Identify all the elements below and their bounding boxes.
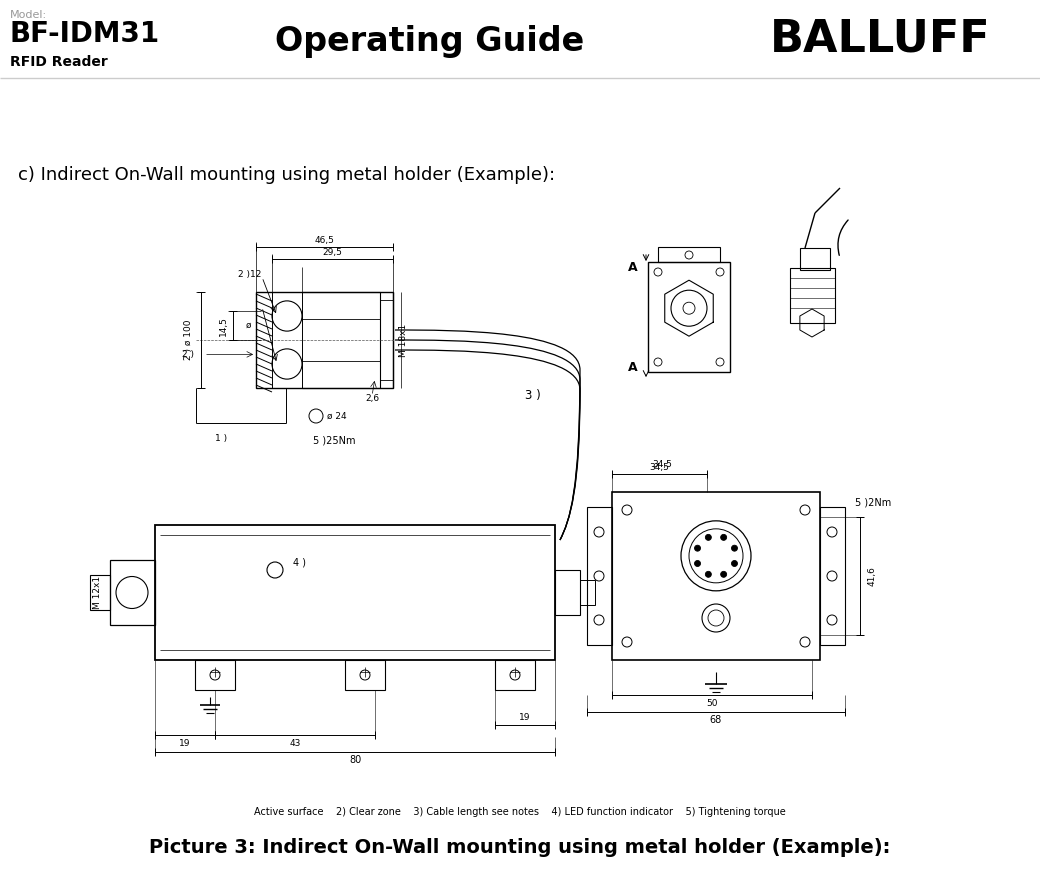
Text: 2,6: 2,6 — [365, 394, 379, 402]
Text: 2 ) ø 100: 2 ) ø 100 — [184, 320, 193, 361]
Bar — [155, 525, 555, 660]
Bar — [110, 560, 155, 625]
Text: 80: 80 — [348, 755, 361, 765]
Bar — [648, 262, 730, 372]
Bar — [580, 580, 595, 605]
Bar — [587, 507, 612, 645]
Bar — [820, 507, 844, 645]
Text: Operating Guide: Operating Guide — [276, 25, 584, 58]
Text: 4 ): 4 ) — [293, 557, 306, 567]
Bar — [658, 247, 720, 262]
Circle shape — [721, 535, 727, 540]
Circle shape — [695, 561, 701, 566]
Bar — [495, 660, 535, 690]
Text: RFID Reader: RFID Reader — [10, 55, 108, 69]
Bar — [800, 248, 830, 270]
Text: Model:: Model: — [10, 10, 47, 20]
Text: M 18x1: M 18x1 — [398, 323, 408, 356]
Circle shape — [731, 545, 737, 551]
Bar — [345, 660, 385, 690]
Text: Picture 3: Indirect On-Wall mounting using metal holder (Example):: Picture 3: Indirect On-Wall mounting usi… — [150, 838, 890, 856]
Bar — [555, 570, 580, 615]
Text: 68: 68 — [710, 715, 722, 725]
Text: 5 )25Nm: 5 )25Nm — [313, 435, 356, 445]
Text: 3 ): 3 ) — [525, 388, 541, 402]
Circle shape — [731, 561, 737, 566]
Circle shape — [721, 571, 727, 577]
Text: BALLUFF: BALLUFF — [770, 18, 990, 61]
Text: 34,5: 34,5 — [652, 460, 672, 469]
Circle shape — [695, 545, 701, 551]
Text: BF-IDM31: BF-IDM31 — [10, 20, 160, 48]
Text: 46,5: 46,5 — [314, 235, 335, 245]
Text: 43: 43 — [289, 739, 301, 747]
Text: M 12x1: M 12x1 — [94, 576, 103, 609]
Bar — [196, 660, 235, 690]
Text: 50: 50 — [706, 699, 718, 707]
Text: A: A — [628, 260, 638, 273]
Circle shape — [705, 571, 711, 577]
Text: 2 ): 2 ) — [182, 350, 194, 359]
Text: 19: 19 — [179, 739, 190, 747]
Bar — [790, 268, 835, 323]
Text: ø: ø — [245, 321, 251, 330]
Text: 19: 19 — [519, 712, 530, 721]
Text: Active surface    2) Clear zone    3) Cable length see notes    4) LED function : Active surface 2) Clear zone 3) Cable le… — [254, 807, 786, 817]
Bar — [612, 492, 820, 660]
Text: 29,5: 29,5 — [322, 247, 342, 256]
Bar — [90, 575, 110, 610]
Text: ø 24: ø 24 — [327, 411, 346, 421]
Circle shape — [705, 535, 711, 540]
Text: 5 )2Nm: 5 )2Nm — [855, 497, 891, 507]
Text: 41,6: 41,6 — [867, 566, 877, 586]
Text: A: A — [628, 361, 638, 374]
Text: c) Indirect On-Wall mounting using metal holder (Example):: c) Indirect On-Wall mounting using metal… — [18, 166, 555, 184]
Text: 14,5: 14,5 — [218, 315, 228, 335]
Text: 2 )12: 2 )12 — [238, 269, 262, 279]
Bar — [256, 292, 393, 388]
Text: 34,5: 34,5 — [650, 463, 670, 471]
Text: 1 ): 1 ) — [215, 434, 227, 442]
